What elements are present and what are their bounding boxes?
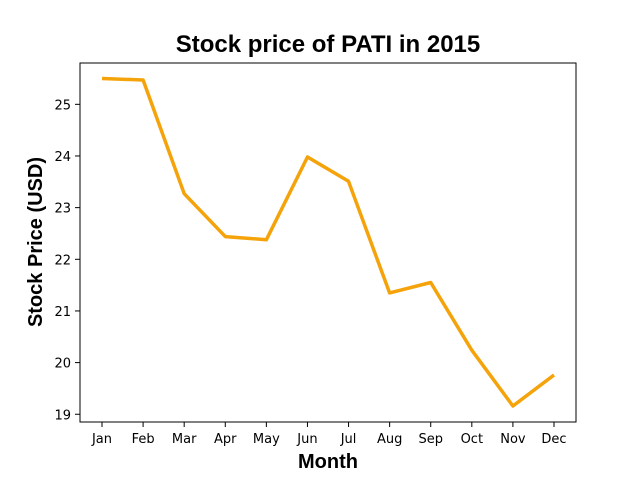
y-tick-label: 24	[54, 150, 71, 165]
x-tick-label: May	[253, 432, 280, 447]
y-tick-label: 22	[54, 253, 71, 268]
plot-frame	[79, 62, 577, 423]
series-line	[101, 76, 556, 408]
x-tick-label: Aug	[377, 432, 402, 447]
y-axis: 19 20 21 22 23 24 25	[54, 98, 80, 423]
x-tick-label: Sep	[418, 432, 443, 447]
y-tick-label: 20	[54, 357, 71, 372]
x-axis-label: Month	[298, 451, 358, 473]
y-axis-label: Stock Price (USD)	[25, 157, 47, 327]
x-tick-label: Jul	[340, 432, 357, 447]
x-tick-label: Nov	[500, 432, 526, 447]
x-axis: Jan Feb Mar Apr May Jun Jul Aug Sep Oct Nov Dec	[91, 422, 567, 447]
x-tick-label: Jan	[91, 432, 112, 447]
x-tick-label: Apr	[214, 432, 237, 447]
y-tick-label: 25	[54, 98, 71, 113]
x-tick-label: Dec	[541, 432, 566, 447]
x-tick-label: Jun	[296, 432, 317, 447]
x-tick-label: Feb	[132, 432, 155, 447]
y-tick-label: 19	[54, 408, 71, 423]
x-tick-label: Mar	[172, 432, 197, 447]
y-tick-label: 23	[54, 202, 71, 217]
x-tick-label: Oct	[461, 432, 483, 447]
y-tick-label: 21	[54, 305, 71, 320]
chart-title: Stock price of PATI in 2015	[176, 31, 481, 58]
